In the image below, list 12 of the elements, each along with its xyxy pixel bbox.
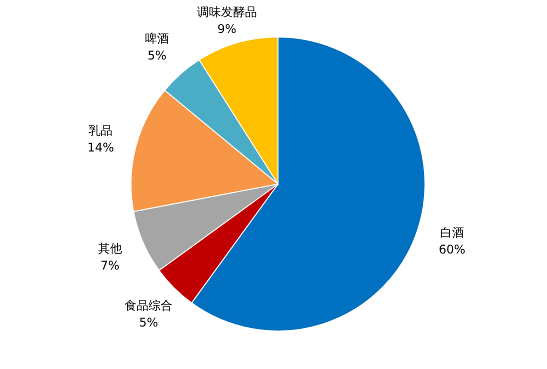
slice-label: 白酒 [440,226,464,240]
data-label: 9% [217,22,236,36]
slice-label: 其他 [98,242,122,256]
slice-label: 乳品 [88,123,113,138]
data-label: 5% [139,315,158,330]
slice-label: 食品综合 [124,298,173,312]
data-label: 14% [87,140,114,154]
slice-label: 调味发酵品 [196,5,257,19]
data-label: 5% [147,48,167,63]
slice-label: 啤酒 [144,32,169,46]
data-label: 60% [438,242,466,257]
data-label: 7% [100,258,120,273]
